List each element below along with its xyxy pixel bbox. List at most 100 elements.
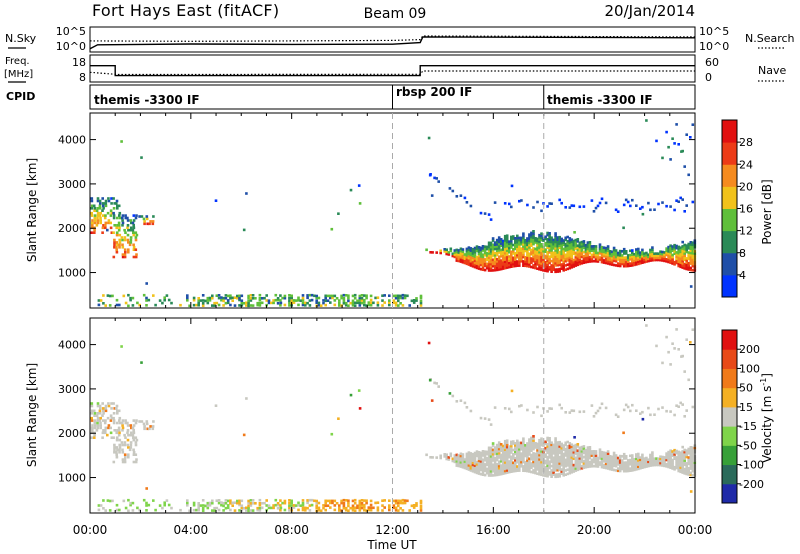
velocity-echo: [558, 458, 561, 461]
velocity-echo: [481, 462, 485, 466]
power-echo: [132, 243, 135, 247]
power-echo: [394, 296, 398, 300]
power-echo: [600, 197, 604, 201]
power-echo: [394, 294, 398, 298]
velocity-echo: [679, 459, 682, 463]
power-echo: [399, 302, 402, 305]
noise-panel-frame: [89, 26, 696, 53]
velocity-echo: [91, 429, 94, 432]
velocity-echo: [126, 443, 130, 447]
velocity-echo: [596, 456, 600, 460]
velocity-echo: [685, 466, 688, 469]
velocity-echo: [108, 509, 112, 512]
velocity-echo: [530, 443, 533, 446]
power-echo: [685, 265, 688, 269]
velocity-echo: [96, 404, 100, 408]
power-echo: [297, 299, 300, 302]
velocity-echo: [358, 504, 362, 507]
velocity-echo: [267, 504, 271, 507]
power-echo: [451, 254, 455, 258]
power-echo: [308, 299, 312, 302]
velocity-echo: [473, 460, 477, 463]
velocity-echo: [358, 499, 362, 503]
power-echo: [276, 297, 280, 300]
power-echo: [532, 236, 535, 239]
velocity-echo: [483, 467, 487, 470]
power-echo: [489, 254, 493, 257]
power-echo: [453, 249, 457, 252]
velocity-echo: [689, 458, 693, 462]
velocity-echo: [493, 465, 497, 468]
velocity-echo: [552, 443, 555, 447]
velocity-echo: [612, 468, 616, 472]
power-echo: [134, 231, 138, 234]
velocity-echo: [546, 443, 549, 446]
power-echo: [560, 244, 563, 247]
power-echo: [491, 239, 495, 242]
power-echo: [590, 247, 594, 250]
velocity-echo: [505, 441, 509, 445]
velocity-echo: [671, 465, 674, 468]
power-echo: [661, 257, 664, 260]
power-echo: [443, 248, 446, 251]
power-echo: [331, 296, 334, 300]
velocity-echo: [126, 421, 129, 425]
velocity-echo: [582, 462, 586, 465]
velocity-echo: [461, 453, 465, 456]
power-echo: [665, 251, 668, 255]
velocity-echo: [550, 469, 553, 472]
velocity-echo: [489, 467, 493, 471]
velocity-echo: [564, 411, 567, 414]
power-echo: [465, 260, 469, 263]
power-echo: [564, 268, 567, 271]
velocity-echo: [477, 461, 481, 465]
velocity-echo: [645, 456, 648, 460]
velocity-echo: [503, 448, 507, 451]
xtick-label: 00:00: [678, 523, 713, 537]
power-echo: [124, 214, 127, 217]
colorbar-cell: [722, 208, 737, 232]
velocity-echo: [580, 460, 584, 464]
power-echo: [546, 240, 549, 243]
power-echo: [131, 221, 135, 225]
power-echo: [477, 248, 481, 251]
power-echo: [604, 253, 608, 256]
velocity-echo: [342, 504, 346, 508]
power-echo: [479, 263, 483, 267]
velocity-echo: [562, 454, 565, 458]
power-echo: [493, 266, 497, 270]
velocity-echo: [560, 453, 563, 456]
velocity-echo: [107, 426, 110, 430]
power-echo: [574, 243, 578, 246]
velocity-echo: [691, 469, 695, 473]
power-echo: [558, 240, 561, 243]
velocity-echo: [564, 460, 567, 464]
velocity-echo: [598, 457, 602, 460]
power-echo: [528, 265, 531, 268]
velocity-echo: [499, 455, 503, 459]
power-echo: [453, 255, 457, 259]
power-echo: [608, 250, 612, 253]
velocity-echo: [536, 461, 539, 465]
velocity-echo: [558, 475, 561, 478]
velocity-echo: [540, 465, 543, 468]
power-echo: [279, 294, 282, 297]
power-echo: [570, 204, 574, 207]
power-echo: [536, 244, 539, 247]
velocity-echo: [337, 417, 340, 420]
power-echo: [631, 253, 634, 256]
velocity-echo: [669, 460, 672, 463]
velocity-echo: [536, 459, 539, 463]
power-echo: [564, 245, 567, 248]
velocity-echo: [651, 455, 654, 459]
power-echo: [493, 262, 497, 266]
power-echo: [186, 299, 189, 302]
power-echo: [347, 304, 350, 307]
velocity-echo: [317, 509, 321, 512]
velocity-echo: [333, 508, 337, 512]
power-echo: [663, 251, 666, 254]
velocity-echo: [683, 457, 686, 460]
velocity-echo: [365, 501, 368, 505]
power-echo: [104, 199, 108, 203]
velocity-echo: [499, 460, 503, 463]
